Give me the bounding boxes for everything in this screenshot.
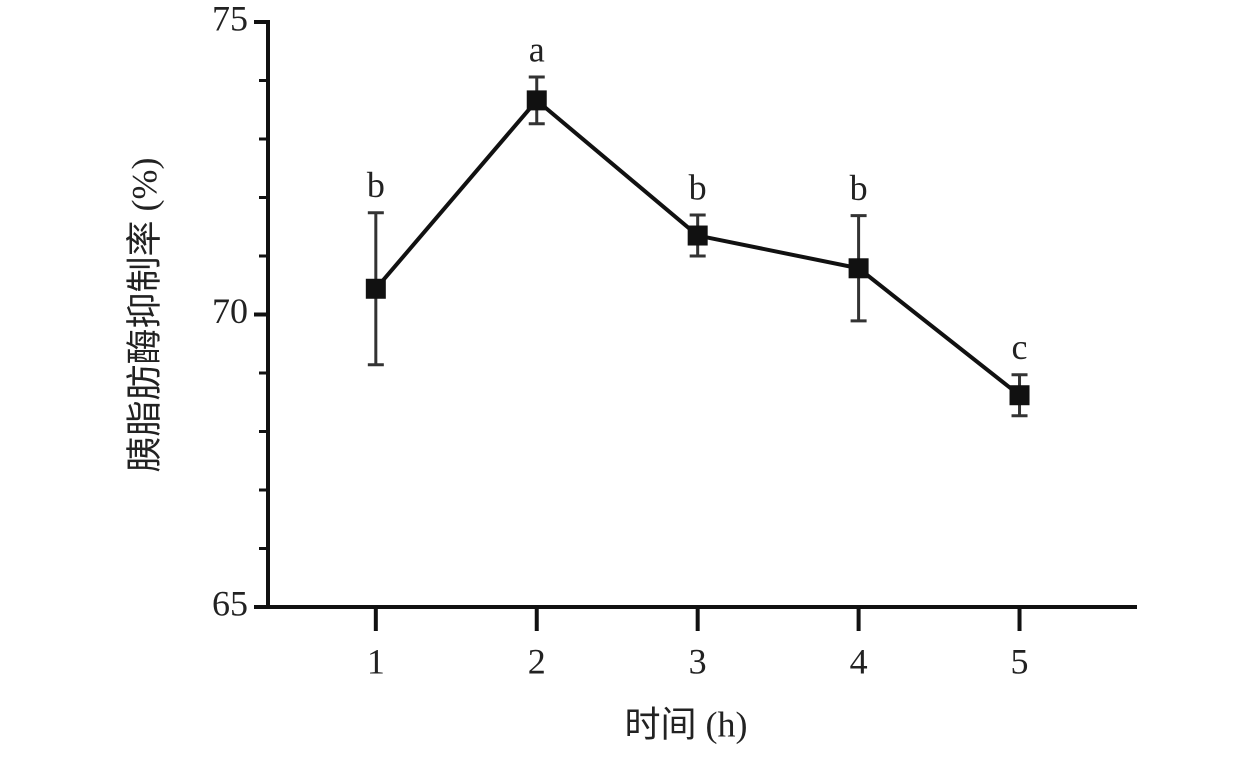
x-tick-label: 5 <box>1011 641 1029 681</box>
data-point <box>687 225 708 246</box>
y-axis-label: 胰脂肪酶抑制率 (%) <box>124 158 164 473</box>
x-tick-label: 4 <box>850 641 868 681</box>
y-tick-label: 70 <box>212 291 248 331</box>
y-tick-label: 65 <box>212 583 248 623</box>
x-tick-label: 3 <box>689 641 707 681</box>
significance-letter: b <box>689 167 707 207</box>
significance-letter: b <box>850 168 868 208</box>
y-tick-label: 75 <box>212 0 248 38</box>
x-tick-label: 1 <box>367 641 385 681</box>
data-point <box>365 278 386 299</box>
x-axis-label: 时间 (h) <box>625 704 748 744</box>
significance-letter: c <box>1012 327 1028 367</box>
data-point <box>526 90 547 111</box>
data-point <box>1009 385 1030 406</box>
x-tick-label: 2 <box>528 641 546 681</box>
significance-letter: a <box>529 29 545 69</box>
data-point <box>848 258 869 279</box>
significance-letter: b <box>367 165 385 205</box>
